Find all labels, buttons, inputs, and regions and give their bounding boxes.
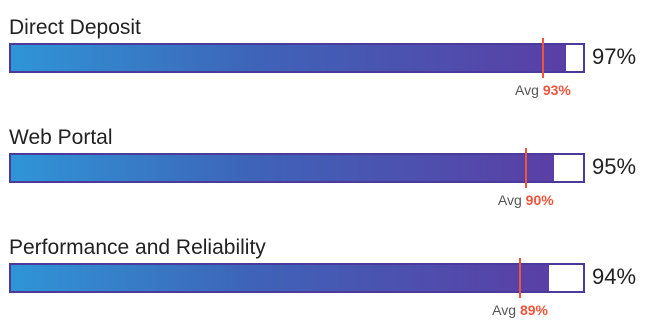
metric-direct-deposit: Direct Deposit 97% Avg 93% [0, 0, 647, 100]
avg-marker [524, 148, 527, 188]
avg-value: 89% [519, 302, 548, 318]
value-label: 95% [592, 154, 637, 179]
avg-prefix: Avg [497, 192, 522, 208]
avg-marker [541, 38, 544, 78]
bar-fill [11, 265, 549, 291]
avg-label: Avg 89% [492, 302, 548, 318]
avg-prefix: Avg [515, 82, 539, 98]
value-label: 97% [592, 44, 637, 69]
avg-label: Avg 93% [515, 82, 571, 98]
avg-value: 90% [525, 192, 554, 208]
avg-value: 93% [542, 82, 571, 98]
metric-performance-reliability: Performance and Reliability 94% Avg 89% [0, 220, 647, 320]
metric-label: Web Portal [9, 126, 113, 149]
bar-fill [11, 45, 566, 71]
metric-web-portal: Web Portal 95% Avg 90% [0, 110, 647, 210]
avg-label: Avg 90% [498, 192, 554, 208]
bar-track [9, 263, 585, 293]
value-label: 94% [592, 264, 637, 289]
bar-fill [11, 155, 555, 181]
avg-prefix: Avg [492, 302, 517, 318]
bar-track [9, 43, 585, 73]
metric-label: Performance and Reliability [9, 236, 266, 259]
metric-label: Direct Deposit [9, 16, 141, 39]
avg-marker [519, 258, 522, 298]
bar-track [9, 153, 585, 183]
